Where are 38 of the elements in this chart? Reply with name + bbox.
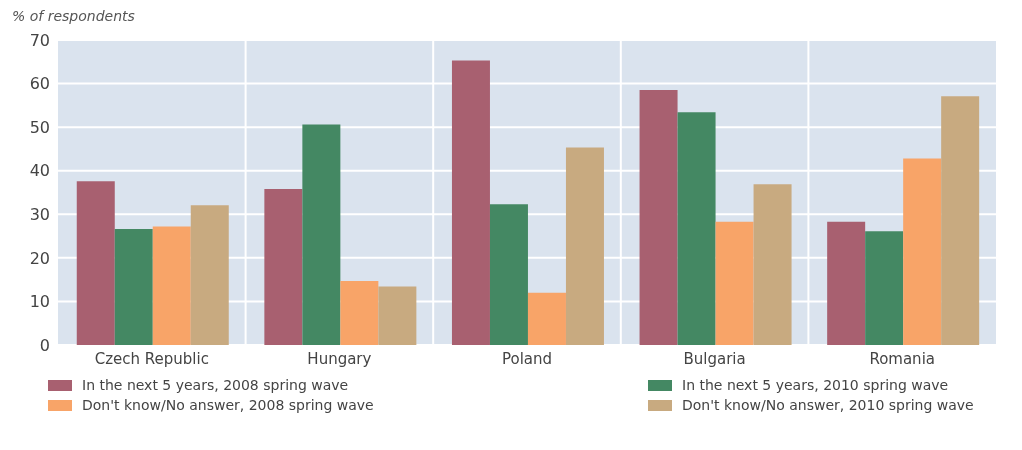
bar xyxy=(152,226,191,345)
x-tick-label: Bulgaria xyxy=(683,349,746,368)
x-tick-label: Czech Republic xyxy=(94,349,209,368)
y-axis-title: % of respondents xyxy=(11,8,136,26)
bar xyxy=(639,90,678,345)
bar xyxy=(378,286,417,345)
x-tick-label: Poland xyxy=(501,349,553,368)
y-tick-label: 0 xyxy=(39,335,50,355)
y-tick-label: 60 xyxy=(29,74,50,94)
bar xyxy=(190,205,229,345)
legend-label: In the next 5 years, 2010 spring wave xyxy=(682,376,949,395)
bar xyxy=(565,147,604,345)
bar xyxy=(903,158,942,345)
legend-label: Don't know/No answer, 2010 spring wave xyxy=(682,396,974,415)
bar xyxy=(827,221,866,345)
x-tick-label: Hungary xyxy=(307,349,372,368)
legend-label: Don't know/No answer, 2008 spring wave xyxy=(82,396,374,415)
bar xyxy=(264,189,303,345)
bar xyxy=(941,96,980,345)
bar xyxy=(340,280,379,345)
y-tick-label: 10 xyxy=(29,292,50,312)
bar xyxy=(715,221,754,345)
y-tick-label: 40 xyxy=(29,161,50,181)
bar xyxy=(865,231,904,345)
bar xyxy=(489,204,528,345)
bar xyxy=(753,184,792,345)
y-tick-label: 30 xyxy=(29,204,50,224)
bar xyxy=(114,229,153,345)
bar xyxy=(302,124,341,345)
y-tick-label: 50 xyxy=(29,117,50,137)
x-tick-label: Romania xyxy=(869,349,935,368)
bar xyxy=(527,292,566,345)
bar xyxy=(677,112,716,345)
y-tick-label: 70 xyxy=(29,30,50,50)
bar xyxy=(451,60,490,345)
bar xyxy=(76,181,115,345)
legend-label: In the next 5 years, 2008 spring wave xyxy=(82,376,349,395)
y-tick-label: 20 xyxy=(29,248,50,268)
